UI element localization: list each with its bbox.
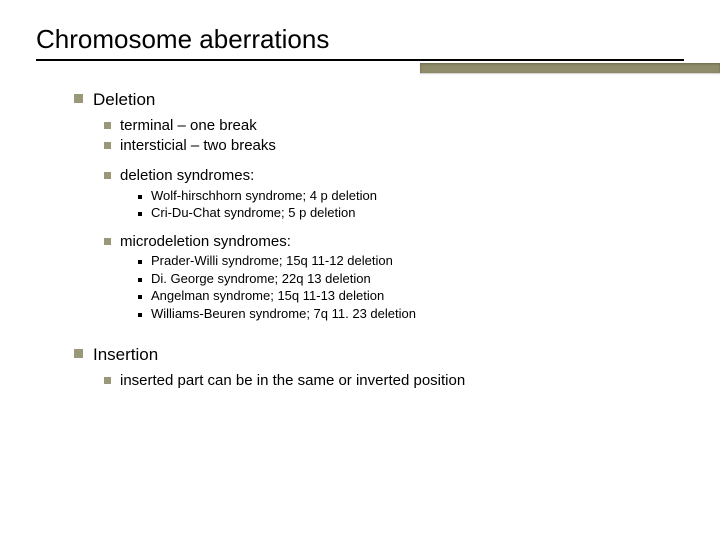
square-bullet-icon [74, 349, 83, 358]
sub-item: Wolf-hirschhorn syndrome; 4 p deletion [138, 187, 684, 205]
sub-item-text: Cri-Du-Chat syndrome; 5 p deletion [151, 204, 355, 222]
sub-item: Angelman syndrome; 15q 11-13 deletion [138, 287, 684, 305]
dot-bullet-icon [138, 260, 142, 264]
list-item-text: intersticial – two breaks [120, 136, 276, 156]
section-label: Insertion [93, 344, 158, 367]
list-item-text: inserted part can be in the same or inve… [120, 371, 465, 391]
section-deletion: Deletion [74, 89, 684, 112]
list-item: terminal – one break [104, 116, 684, 136]
content: Deletion terminal – one break interstici… [36, 89, 684, 391]
list-item-text: microdeletion syndromes: [120, 232, 291, 252]
list-item: inserted part can be in the same or inve… [104, 371, 684, 391]
sub-item-text: Wolf-hirschhorn syndrome; 4 p deletion [151, 187, 377, 205]
dot-bullet-icon [138, 212, 142, 216]
square-bullet-icon [104, 238, 111, 245]
title-underline [36, 59, 684, 61]
dot-bullet-icon [138, 195, 142, 199]
square-bullet-icon [104, 122, 111, 129]
section-insertion: Insertion [74, 344, 684, 367]
sub-item: Williams-Beuren syndrome; 7q 11. 23 dele… [138, 305, 684, 323]
square-bullet-icon [104, 142, 111, 149]
dot-bullet-icon [138, 278, 142, 282]
accent-bar [420, 63, 720, 73]
title-rule-group [36, 57, 684, 75]
list-item: deletion syndromes: [104, 166, 684, 186]
list-item-text: terminal – one break [120, 116, 257, 136]
list-item: intersticial – two breaks [104, 136, 684, 156]
sub-item: Cri-Du-Chat syndrome; 5 p deletion [138, 204, 684, 222]
sub-item-text: Williams-Beuren syndrome; 7q 11. 23 dele… [151, 305, 416, 323]
square-bullet-icon [74, 94, 83, 103]
sub-item: Di. George syndrome; 22q 13 deletion [138, 270, 684, 288]
square-bullet-icon [104, 172, 111, 179]
sub-item: Prader-Willi syndrome; 15q 11-12 deletio… [138, 252, 684, 270]
section-label: Deletion [93, 89, 155, 112]
sub-item-text: Prader-Willi syndrome; 15q 11-12 deletio… [151, 252, 393, 270]
page-title: Chromosome aberrations [36, 24, 684, 55]
list-item: microdeletion syndromes: [104, 232, 684, 252]
dot-bullet-icon [138, 313, 142, 317]
square-bullet-icon [104, 377, 111, 384]
dot-bullet-icon [138, 295, 142, 299]
sub-item-text: Di. George syndrome; 22q 13 deletion [151, 270, 371, 288]
list-item-text: deletion syndromes: [120, 166, 254, 186]
sub-item-text: Angelman syndrome; 15q 11-13 deletion [151, 287, 384, 305]
slide: Chromosome aberrations Deletion terminal… [0, 0, 720, 540]
